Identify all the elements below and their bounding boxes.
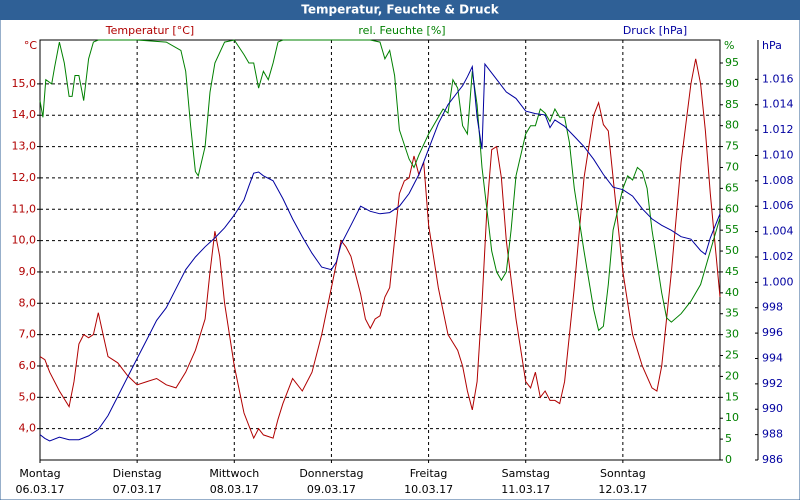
y2-tick-label: 60	[725, 202, 739, 215]
y3-tick-label: 994	[762, 351, 783, 364]
y3-tick-label: 1.016	[762, 72, 794, 85]
series-label: Druck [hPa]	[623, 24, 687, 37]
series-label: Temperatur [°C]	[105, 24, 194, 37]
plot-frame	[39, 39, 721, 461]
title-bar	[0, 0, 800, 20]
axis-unit: hPa	[762, 39, 782, 52]
y-tick-label: 12,0	[12, 171, 37, 184]
y-tick-label: 7,0	[19, 328, 37, 341]
x-tick-date: 07.03.17	[113, 483, 162, 496]
y3-tick-label: 1.008	[762, 174, 794, 187]
y2-tick-label: 95	[725, 56, 739, 69]
series-label: rel. Feuchte [%]	[358, 24, 445, 37]
y-tick-label: 13,0	[12, 140, 37, 153]
y-tick-label: 5,0	[19, 390, 37, 403]
y2-tick-label: 40	[725, 286, 739, 299]
x-tick-date: 08.03.17	[210, 483, 259, 496]
y-tick-label: 15,0	[12, 77, 37, 90]
y2-tick-label: 90	[725, 77, 739, 90]
y3-tick-label: 992	[762, 377, 783, 390]
y-tick-label: 6,0	[19, 359, 37, 372]
y2-tick-label: 0	[725, 453, 732, 466]
y2-tick-label: 70	[725, 160, 739, 173]
x-tick-label: Dienstag	[113, 467, 162, 480]
y3-tick-label: 988	[762, 428, 783, 441]
x-tick-date: 11.03.17	[501, 483, 550, 496]
y2-tick-label: 15	[725, 390, 739, 403]
y2-tick-label: 25	[725, 349, 739, 362]
y2-tick-label: 20	[725, 369, 739, 382]
series-line	[39, 39, 721, 332]
series-line	[39, 58, 721, 440]
y2-tick-label: 85	[725, 98, 739, 111]
y3-tick-label: 1.004	[762, 225, 794, 238]
y3-tick-label: 1.010	[762, 148, 794, 161]
x-tick-label: Donnerstag	[299, 467, 363, 480]
chart-title: Temperatur, Feuchte & Druck	[301, 3, 499, 17]
x-tick-label: Samstag	[502, 467, 550, 480]
y2-tick-label: 65	[725, 181, 739, 194]
y2-tick-label: 50	[725, 244, 739, 257]
y-tick-label: 14,0	[12, 108, 37, 121]
y2-tick-label: 75	[725, 140, 739, 153]
axis-unit: °C	[24, 39, 38, 52]
y2-tick-label: 30	[725, 328, 739, 341]
x-tick-label: Sonntag	[600, 467, 646, 480]
y-tick-label: 9,0	[19, 265, 37, 278]
x-tick-label: Mittwoch	[209, 467, 259, 480]
y3-tick-label: 996	[762, 326, 783, 339]
x-tick-date: 06.03.17	[16, 483, 65, 496]
axis-unit: %	[724, 39, 734, 52]
y3-tick-label: 986	[762, 453, 783, 466]
x-tick-date: 12.03.17	[598, 483, 647, 496]
y2-tick-label: 55	[725, 223, 739, 236]
y3-tick-label: 998	[762, 301, 783, 314]
y-tick-label: 10,0	[12, 234, 37, 247]
y2-tick-label: 45	[725, 265, 739, 278]
y3-tick-label: 1.006	[762, 199, 794, 212]
y3-tick-label: 1.012	[762, 123, 794, 136]
y3-tick-label: 1.000	[762, 275, 794, 288]
y2-tick-label: 10	[725, 411, 739, 424]
y-tick-label: 4,0	[19, 422, 37, 435]
x-tick-label: Freitag	[410, 467, 448, 480]
series-line	[39, 62, 721, 442]
x-tick-date: 10.03.17	[404, 483, 453, 496]
y2-tick-label: 35	[725, 307, 739, 320]
y3-tick-label: 1.002	[762, 250, 794, 263]
y2-tick-label: 80	[725, 119, 739, 132]
x-tick-date: 09.03.17	[307, 483, 356, 496]
y-tick-label: 11,0	[12, 202, 37, 215]
y3-tick-label: 990	[762, 402, 783, 415]
x-tick-label: Montag	[19, 467, 60, 480]
y-tick-label: 8,0	[19, 296, 37, 309]
y3-tick-label: 1.014	[762, 98, 794, 111]
y2-tick-label: 5	[725, 432, 732, 445]
